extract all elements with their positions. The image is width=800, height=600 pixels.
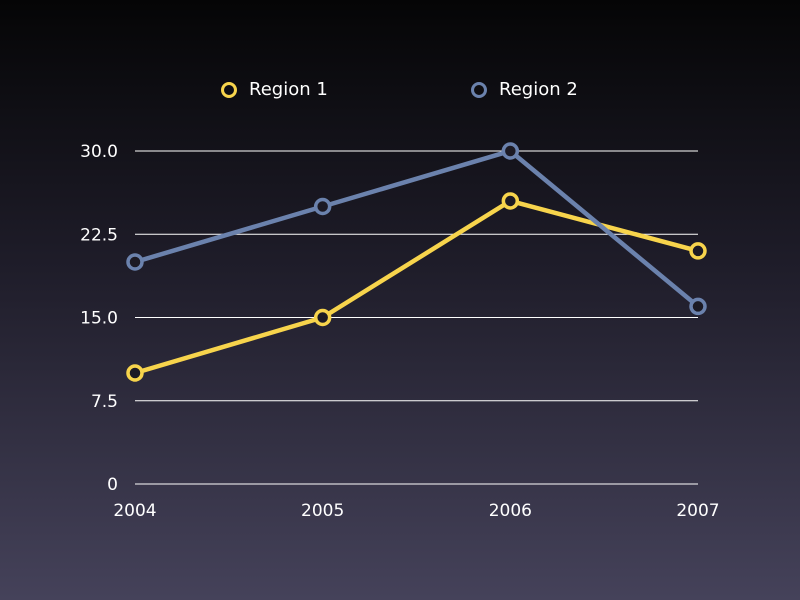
x-tick-label: 2005 <box>301 501 344 521</box>
data-point[interactable] <box>689 297 707 316</box>
y-tick-label: 30.0 <box>80 142 118 162</box>
legend-marker-region-1 <box>221 82 237 98</box>
y-tick-label: 22.5 <box>80 225 118 245</box>
x-axis-ticks: 2004 2005 2006 2007 <box>113 501 719 521</box>
series-line <box>132 148 701 309</box>
data-point[interactable] <box>689 242 707 260</box>
x-tick-label: 2004 <box>113 501 156 521</box>
data-point[interactable] <box>501 142 520 160</box>
y-tick-label: 7.5 <box>91 392 118 412</box>
x-tick-label: 2007 <box>676 501 719 521</box>
series-lines <box>126 142 707 382</box>
x-tick-label: 2006 <box>489 501 532 521</box>
legend-marker-region-2 <box>471 82 487 98</box>
y-tick-label: 15.0 <box>80 309 118 329</box>
data-point[interactable] <box>126 253 144 271</box>
data-point[interactable] <box>313 308 332 327</box>
grid-lines <box>135 150 698 485</box>
y-tick-label: 0 <box>107 475 118 495</box>
data-point[interactable] <box>313 197 332 216</box>
data-point[interactable] <box>501 192 520 210</box>
legend-item-region-1[interactable]: Region 1 <box>221 78 328 102</box>
series-1 <box>126 192 707 382</box>
chart-legend: Region 1 Region 2 <box>0 78 800 104</box>
data-point[interactable] <box>126 364 144 382</box>
legend-label-region-1: Region 1 <box>249 79 328 100</box>
y-axis-ticks: 0 7.5 15.0 22.5 30.0 <box>80 142 118 495</box>
legend-label-region-2: Region 2 <box>499 79 578 100</box>
legend-item-region-2[interactable]: Region 2 <box>471 78 578 102</box>
series-2 <box>126 142 707 316</box>
series-line <box>132 198 701 376</box>
